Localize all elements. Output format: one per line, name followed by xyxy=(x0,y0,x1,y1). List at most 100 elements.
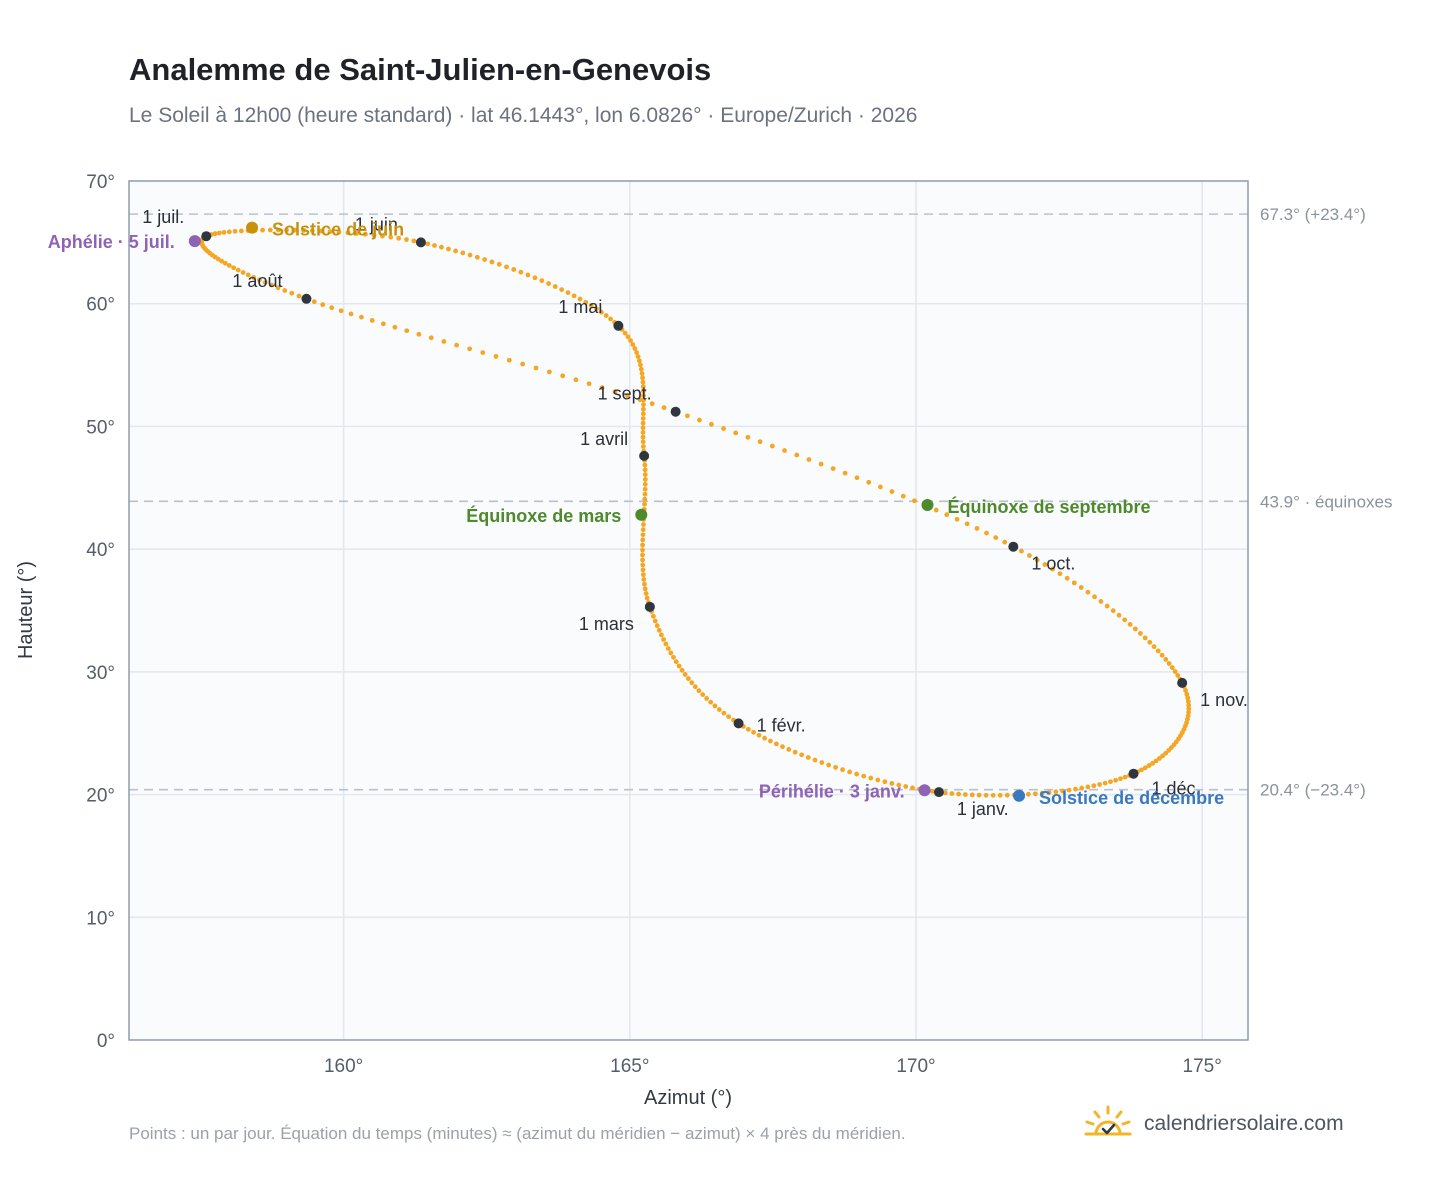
daily-sun-point xyxy=(560,373,566,379)
y-tick-label: 10° xyxy=(86,908,115,929)
special-points: Aphélie · 5 juil. Solstice de juin Équinox… xyxy=(48,220,1224,808)
daily-sun-point xyxy=(942,790,948,796)
daily-sun-point xyxy=(889,489,895,494)
month-marker-label: 1 sept. xyxy=(598,384,652,404)
x-tick-label: 165° xyxy=(610,1056,649,1077)
y-axis-ticks: 0° 10° 20° 30° 40° 50° 60° 70° xyxy=(86,172,115,1052)
daily-sun-point xyxy=(467,346,473,352)
daily-sun-point xyxy=(933,507,939,513)
daily-sun-point xyxy=(854,475,860,481)
daily-sun-point xyxy=(546,369,552,375)
daily-sun-point xyxy=(404,237,409,242)
daily-sun-point xyxy=(441,339,447,344)
daily-sun-point xyxy=(642,496,648,502)
month-marker-label: 1 avril xyxy=(580,429,628,449)
daily-sun-point xyxy=(1172,669,1178,674)
reference-line-label: 20.4° (−23.4°) xyxy=(1260,781,1366,800)
daily-sun-point xyxy=(840,767,845,773)
daily-sun-point xyxy=(525,272,531,278)
daily-sun-point xyxy=(1186,709,1192,715)
daily-sun-point xyxy=(1053,789,1059,795)
daily-sun-point xyxy=(1166,661,1172,666)
daily-sun-point xyxy=(993,535,999,541)
daily-sun-point xyxy=(833,764,839,770)
plot-area xyxy=(129,181,1248,1040)
daily-sun-point xyxy=(212,231,218,237)
daily-sun-point xyxy=(650,613,656,619)
daily-sun-point xyxy=(1102,780,1108,786)
month-marker xyxy=(1008,541,1019,552)
y-tick-label: 50° xyxy=(86,417,115,438)
daily-sun-point xyxy=(640,547,645,553)
daily-sun-point xyxy=(671,654,676,660)
page-title: Analemme de Saint-Julien-en-Genevois xyxy=(129,52,712,87)
daily-sun-point xyxy=(640,375,645,381)
daily-sun-point xyxy=(643,591,649,596)
daily-sun-point xyxy=(411,238,417,244)
daily-sun-point xyxy=(296,293,302,299)
daily-sun-point xyxy=(453,248,459,254)
daily-sun-point xyxy=(640,430,646,435)
daily-sun-point xyxy=(539,278,545,284)
special-point xyxy=(635,508,648,521)
daily-sun-point xyxy=(262,280,268,285)
daily-sun-point xyxy=(632,346,638,351)
daily-sun-point xyxy=(689,680,695,686)
daily-sun-point xyxy=(284,227,289,233)
daily-sun-point xyxy=(1185,695,1191,701)
daily-sun-point xyxy=(622,330,628,336)
daily-sun-point xyxy=(1025,791,1031,797)
daily-sun-point xyxy=(644,595,650,601)
daily-sun-point xyxy=(819,760,825,765)
daily-sun-point xyxy=(665,646,671,651)
daily-sun-point xyxy=(685,413,690,419)
daily-sun-point xyxy=(231,265,237,271)
daily-sun-point xyxy=(392,324,398,330)
daily-sun-point xyxy=(552,284,558,289)
daily-sun-point xyxy=(226,229,232,235)
daily-sun-point xyxy=(1027,553,1032,558)
daily-sun-point xyxy=(489,259,495,265)
daily-sun-point xyxy=(640,406,646,412)
daily-sun-point xyxy=(642,486,648,492)
daily-sun-point xyxy=(903,784,909,789)
daily-sun-point xyxy=(652,618,658,624)
daily-sun-point xyxy=(875,777,881,783)
daily-sun-point xyxy=(1160,753,1166,759)
daily-sun-point xyxy=(1186,706,1192,712)
daily-sun-point xyxy=(371,232,377,238)
x-tick-label: 160° xyxy=(324,1056,363,1077)
daily-sun-point xyxy=(984,530,989,536)
month-markers: 1 janv. 1 févr. 1 mars 1 avril 1 mai 1 juin 1 … xyxy=(142,207,1248,819)
daily-sun-point xyxy=(640,562,646,568)
month-marker xyxy=(670,406,681,417)
daily-sun-point xyxy=(1046,790,1052,795)
daily-sun-point xyxy=(506,357,512,363)
daily-sun-point xyxy=(565,290,571,296)
daily-sun-point xyxy=(634,350,639,355)
daily-sun-point xyxy=(1153,758,1159,764)
daily-sun-point xyxy=(260,227,265,233)
daily-sun-point xyxy=(221,229,227,235)
daily-sun-point xyxy=(700,692,706,697)
daily-sun-point xyxy=(354,230,360,236)
daily-sun-point xyxy=(896,782,902,788)
daily-sun-point xyxy=(944,512,950,518)
daily-sun-point xyxy=(232,228,238,234)
daily-sun-point xyxy=(583,299,589,305)
daily-sun-point xyxy=(1157,756,1162,761)
daily-sun-point xyxy=(1002,539,1008,545)
daily-sun-point xyxy=(726,714,732,720)
daily-sun-point xyxy=(638,366,644,372)
daily-sun-point xyxy=(676,663,682,669)
daily-sun-point xyxy=(603,313,609,318)
daily-sun-point xyxy=(638,362,643,368)
month-marker xyxy=(613,320,624,331)
brand[interactable]: calendriersolaire.com xyxy=(1082,1103,1344,1145)
daily-sun-point xyxy=(640,527,646,533)
x-axis-label: Azimut (°) xyxy=(644,1087,732,1109)
daily-sun-point xyxy=(269,282,274,288)
daily-sun-point xyxy=(363,231,368,237)
daily-sun-point xyxy=(636,358,642,364)
plot-frame xyxy=(128,180,1249,1041)
